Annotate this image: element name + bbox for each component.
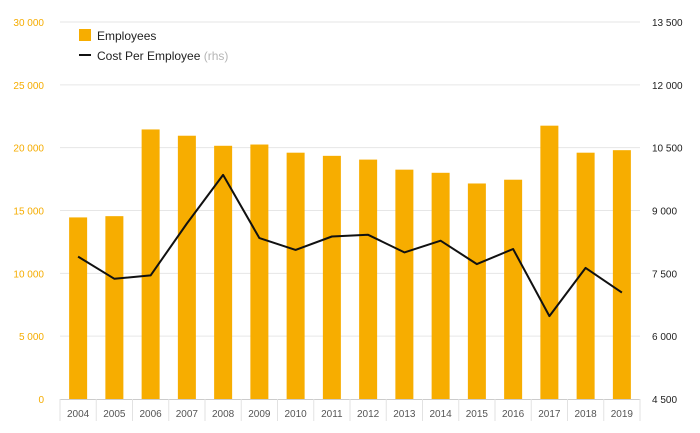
bar <box>359 159 378 399</box>
cost-per-employee-line <box>77 173 623 318</box>
bar <box>322 155 341 399</box>
y-left-tick-label: 20 000 <box>13 144 44 155</box>
y-left-tick-label: 0 <box>38 395 44 406</box>
bar <box>250 144 269 399</box>
x-tick-label: 2012 <box>357 409 380 420</box>
legend-series-name: Cost Per Employee <box>97 49 201 63</box>
employees-bars <box>69 125 631 400</box>
x-tick-label: 2008 <box>212 409 235 420</box>
bar <box>105 216 124 399</box>
x-tick-label: 2015 <box>466 409 489 420</box>
y-right-tick-label: 4 500 <box>652 395 677 406</box>
y-right-tick-label: 13 500 <box>652 18 683 29</box>
x-tick-label: 2019 <box>611 409 634 420</box>
x-tick-label: 2009 <box>248 409 271 420</box>
y-right-tick-label: 7 500 <box>652 269 677 280</box>
bar <box>69 217 88 399</box>
legend-rhs-note: (rhs) <box>204 49 229 63</box>
bar <box>504 179 523 399</box>
x-tick-label: 2017 <box>538 409 561 420</box>
legend-label-employees: Employees <box>97 29 156 43</box>
cost-per-employee-line-group <box>77 173 623 318</box>
bar <box>431 172 450 399</box>
x-tick-label: 2004 <box>67 409 90 420</box>
x-tick-label: 2007 <box>176 409 199 420</box>
y-left-tick-label: 15 000 <box>13 207 44 218</box>
bar <box>177 135 196 399</box>
bar <box>286 152 305 399</box>
x-tick-label: 2010 <box>285 409 308 420</box>
x-tick-label: 2018 <box>575 409 598 420</box>
x-tick-label: 2006 <box>140 409 163 420</box>
bar <box>612 150 631 399</box>
bar <box>467 183 486 399</box>
y-right-tick-label: 6 000 <box>652 332 677 343</box>
bar <box>576 152 595 399</box>
y-left-tick-label: 10 000 <box>13 269 44 280</box>
x-tick-label: 2014 <box>430 409 453 420</box>
y-right-tick-label: 10 500 <box>652 144 683 155</box>
x-tick-label: 2016 <box>502 409 525 420</box>
x-tick-label: 2011 <box>321 409 343 420</box>
x-tick-label: 2005 <box>103 409 126 420</box>
legend-label-cost-per-employee: Cost Per Employee (rhs) <box>97 49 228 63</box>
bar <box>141 129 160 399</box>
y-right-tick-label: 12 000 <box>652 81 683 92</box>
bar <box>540 125 559 400</box>
bar <box>395 169 414 399</box>
y-right-tick-label: 9 000 <box>652 207 677 218</box>
legend: Employees Cost Per Employee (rhs) <box>79 29 228 63</box>
bar <box>214 145 233 399</box>
axes: 0 5 000 10 000 15 000 20 000 25 000 30 000 4 50… <box>13 18 683 421</box>
x-tick-label: 2013 <box>393 409 416 420</box>
y-left-tick-label: 30 000 <box>13 18 44 29</box>
y-left-tick-label: 5 000 <box>19 332 44 343</box>
legend-swatch-employees <box>79 29 91 41</box>
y-left-tick-label: 25 000 <box>13 81 44 92</box>
